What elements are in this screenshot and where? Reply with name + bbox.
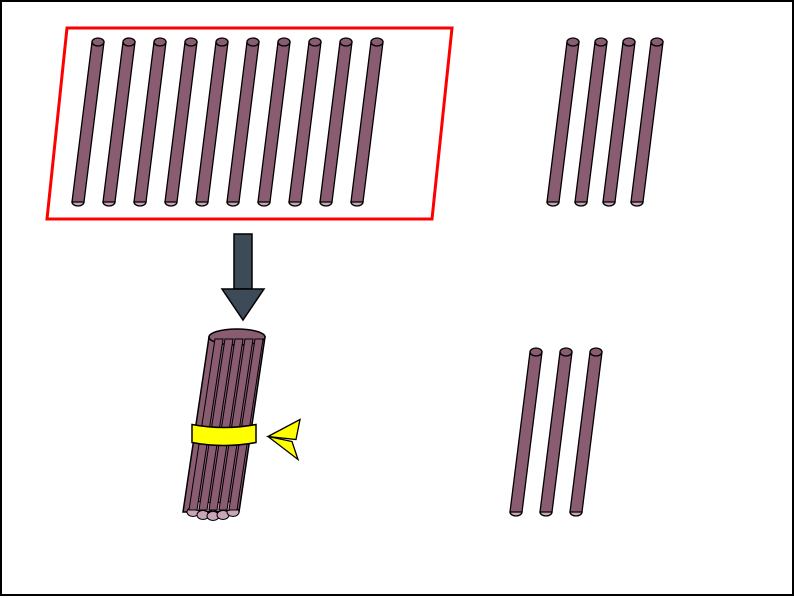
rod-group-bottom-right: [510, 348, 602, 516]
rod-group-top-right: [547, 38, 663, 206]
diagram-frame: [0, 0, 794, 596]
rod-group-top-left: [72, 38, 383, 206]
rod-bundle: [183, 329, 300, 521]
bundle-band: [192, 425, 256, 446]
diagram-svg: [2, 2, 794, 598]
arrow-down-icon: [222, 234, 264, 320]
